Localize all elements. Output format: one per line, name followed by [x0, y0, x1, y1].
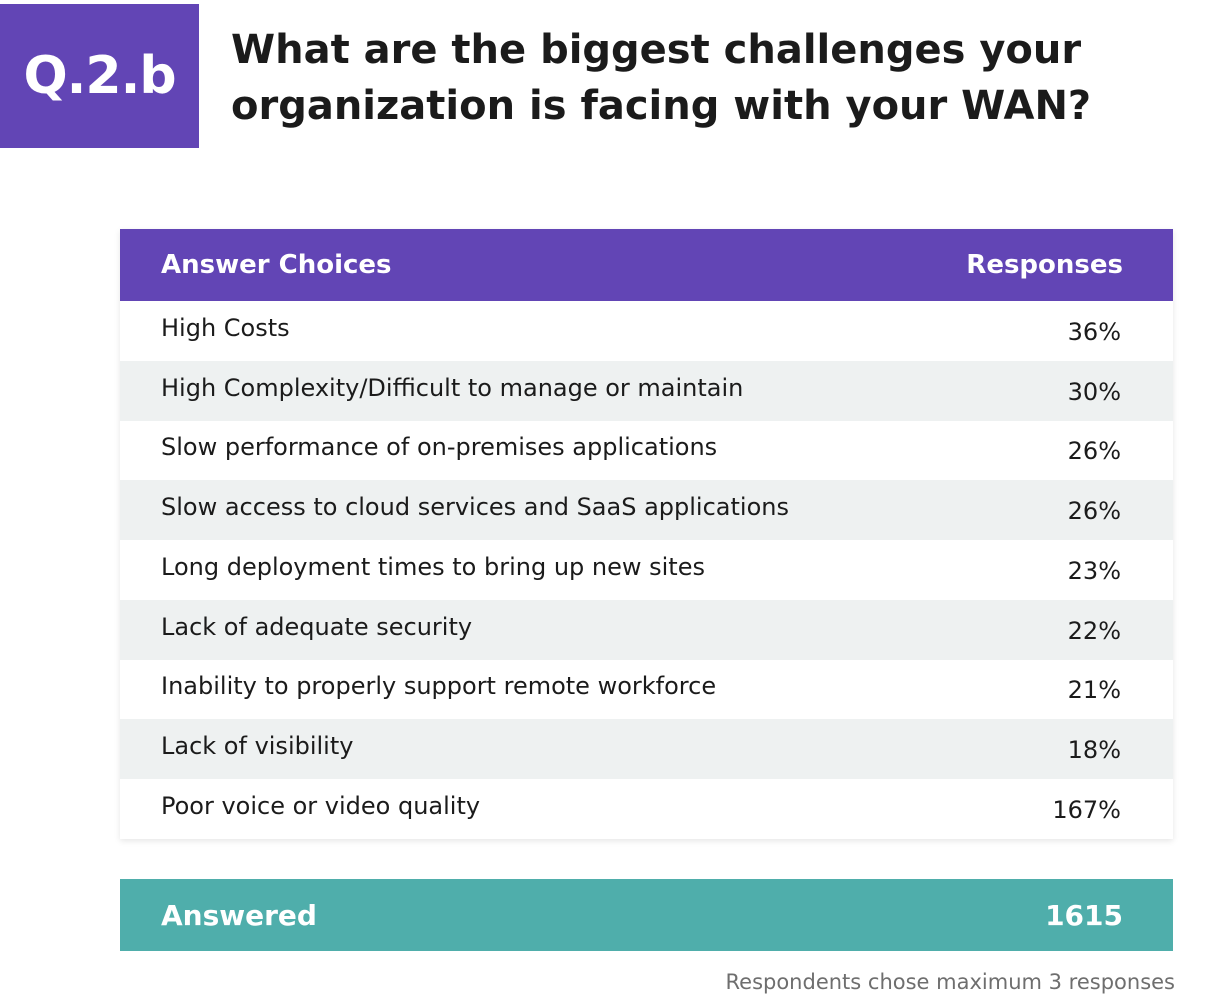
table-body: High Costs 36% High Complexity/Difficult …: [120, 301, 1173, 839]
question-badge: Q.2.b: [0, 4, 199, 148]
table-row: Long deployment times to bring up new si…: [120, 540, 1173, 600]
answer-choice: High Costs: [161, 313, 290, 342]
table-row: Slow access to cloud services and SaaS a…: [120, 480, 1173, 540]
page-title: What are the biggest challenges your org…: [231, 27, 1092, 129]
response-percent: 22%: [1067, 616, 1121, 645]
answer-choice: Long deployment times to bring up new si…: [161, 552, 705, 581]
footnote: Respondents chose maximum 3 responses: [725, 970, 1176, 994]
answer-choice: Inability to properly support remote wor…: [161, 672, 717, 701]
answer-choice: High Complexity/Difficult to manage or m…: [161, 373, 744, 402]
response-percent: 36%: [1067, 317, 1121, 346]
answered-total-bar: Answered 1615: [120, 879, 1173, 951]
answer-choice: Slow access to cloud services and SaaS a…: [161, 493, 789, 522]
table-row: Lack of visibility 18%: [120, 719, 1173, 779]
table-row: Inability to properly support remote wor…: [120, 660, 1173, 720]
answered-count: 1615: [1045, 898, 1123, 932]
response-percent: 26%: [1067, 437, 1121, 466]
table-row: Lack of adequate security 22%: [120, 599, 1173, 660]
header-answer-choices: Answer Choices: [161, 250, 392, 280]
answer-choice: Lack of adequate security: [161, 612, 473, 641]
response-percent: 18%: [1067, 736, 1121, 765]
table-row: High Costs 36%: [120, 301, 1173, 361]
table-header: Answer Choices Responses: [120, 229, 1173, 301]
response-percent: 30%: [1067, 377, 1121, 406]
table-row: Slow performance of on-premises applicat…: [120, 421, 1173, 481]
header-responses: Responses: [966, 250, 1123, 280]
table-row: High Complexity/Difficult to manage or m…: [120, 360, 1173, 421]
response-percent: 167%: [1052, 795, 1121, 824]
response-percent: 26%: [1067, 497, 1121, 526]
answer-choice: Lack of visibility: [161, 732, 354, 761]
response-percent: 23%: [1067, 556, 1121, 585]
answer-choice: Slow performance of on-premises applicat…: [161, 433, 718, 462]
answer-choice: Poor voice or video quality: [161, 791, 481, 820]
table-row: Poor voice or video quality 167%: [120, 779, 1173, 839]
responses-table: Answer Choices Responses High Costs 36% H…: [120, 229, 1173, 839]
answered-label: Answered: [161, 898, 317, 932]
response-percent: 21%: [1067, 676, 1121, 705]
